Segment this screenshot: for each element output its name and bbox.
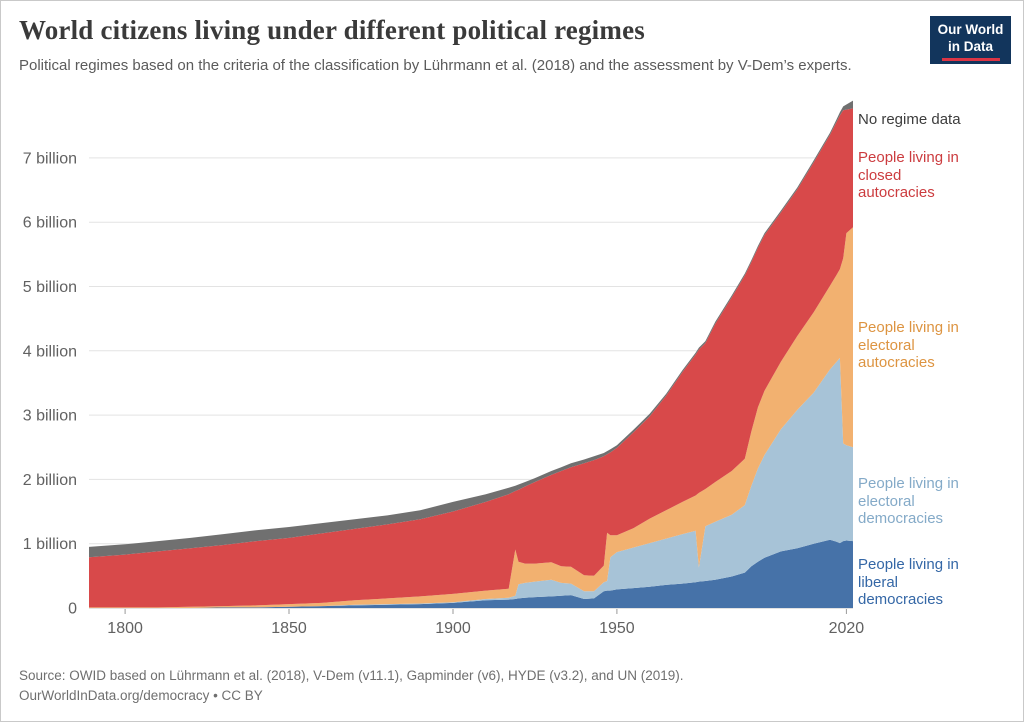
svg-text:2 billion: 2 billion bbox=[23, 472, 77, 489]
series-label-electoral-autocracies: People living in electoral autocracies bbox=[858, 319, 959, 372]
page-title: World citizens living under different po… bbox=[19, 15, 645, 45]
chart-footer: Source: OWID based on Lührmann et al. (2… bbox=[19, 666, 999, 707]
svg-text:1950: 1950 bbox=[599, 620, 635, 637]
svg-text:1900: 1900 bbox=[435, 620, 471, 637]
source-text: Source: OWID based on Lührmann et al. (2… bbox=[19, 668, 684, 683]
page-subtitle: Political regimes based on the criteria … bbox=[19, 57, 852, 74]
series-label-no-regime-data: No regime data bbox=[858, 111, 961, 128]
logo-accent-bar bbox=[941, 58, 1000, 62]
svg-text:6 billion: 6 billion bbox=[23, 215, 77, 232]
stacked-area-chart: 0 1 billion 2 billion 3 billion 4 billion 5 b… bbox=[23, 100, 865, 637]
series-label-electoral-democracies: People living in electoral democracies bbox=[858, 475, 959, 528]
svg-text:7 billion: 7 billion bbox=[23, 150, 77, 167]
svg-text:0: 0 bbox=[68, 601, 77, 618]
svg-text:1 billion: 1 billion bbox=[23, 536, 77, 553]
owid-logo: Our World in Data bbox=[930, 16, 1011, 64]
svg-text:3 billion: 3 billion bbox=[23, 408, 77, 425]
svg-text:1850: 1850 bbox=[271, 620, 307, 637]
logo-line-1: Our World bbox=[937, 21, 1004, 37]
svg-text:5 billion: 5 billion bbox=[23, 279, 77, 296]
series-label-liberal-democracies: People living in liberal democracies bbox=[858, 556, 959, 609]
series-label-closed-autocracies: People living in closed autocracies bbox=[858, 149, 959, 202]
svg-text:4 billion: 4 billion bbox=[23, 343, 77, 360]
svg-text:1800: 1800 bbox=[107, 620, 143, 637]
license-text: OurWorldInData.org/democracy • CC BY bbox=[19, 688, 263, 704]
svg-text:2020: 2020 bbox=[829, 620, 865, 637]
logo-line-2: in Data bbox=[947, 38, 993, 54]
